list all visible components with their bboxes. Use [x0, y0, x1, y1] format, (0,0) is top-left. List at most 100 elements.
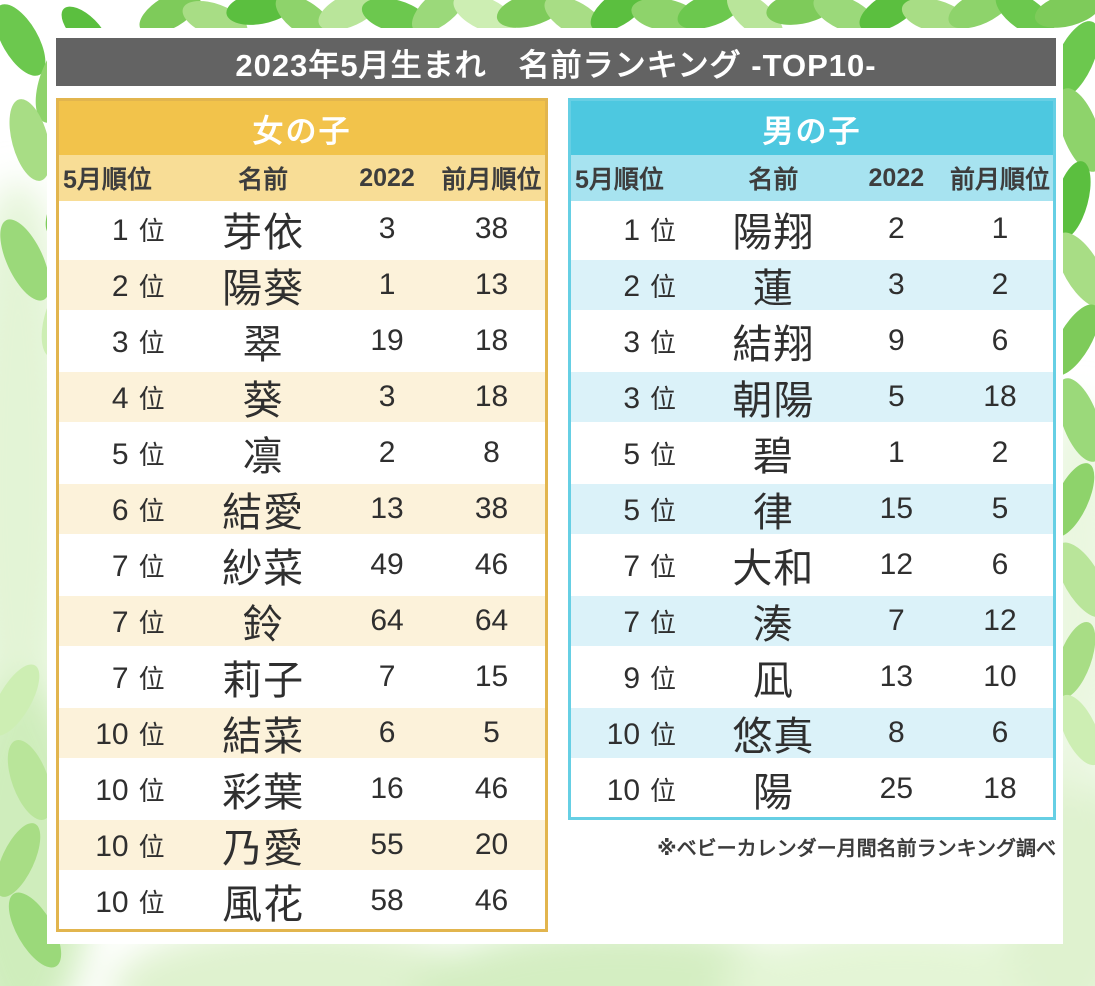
prev-month-rank-cell: 46: [474, 884, 509, 917]
girls-table-header-label: 女の子: [252, 113, 352, 149]
name-cell: 陽葵: [222, 267, 305, 311]
rank-2022-cell: 16: [370, 772, 404, 805]
page-title: 2023年5月生まれ 名前ランキング -TOP10-: [56, 38, 1056, 86]
rank-2022-cell: 2: [378, 436, 396, 469]
rank-suffix: 位: [138, 327, 165, 358]
rank-number: 3: [623, 325, 641, 359]
rank-2022-cell: 9: [887, 324, 905, 357]
prev-month-rank-cell: 6: [991, 324, 1009, 357]
rank-number: 7: [111, 661, 129, 695]
rank-suffix: 位: [138, 607, 165, 638]
rank-number: 7: [111, 605, 129, 639]
rank-suffix: 位: [138, 831, 165, 862]
name-cell: 鈴: [242, 603, 284, 647]
rank-number: 2: [623, 269, 641, 303]
prev-month-rank-cell: 46: [474, 772, 509, 805]
prev-month-rank-cell: 10: [983, 660, 1017, 693]
name-cell: 湊: [752, 603, 794, 647]
prev-month-rank-cell: 8: [483, 436, 500, 469]
table-row: 10 位 悠真 8 6: [571, 705, 1053, 761]
name-cell: 葵: [242, 379, 284, 423]
name-cell: 彩葉: [222, 771, 305, 815]
column-header-2022: 2022: [868, 163, 925, 192]
name-cell: 翠: [242, 323, 284, 367]
rank-suffix: 位: [650, 663, 677, 694]
prev-month-rank-cell: 6: [991, 716, 1009, 749]
boys-column-header-row: 5月順位 名前 2022 前月順位: [571, 155, 1053, 201]
rank-2022-cell: 55: [370, 828, 404, 861]
rank-cell: 10 位: [59, 883, 190, 920]
rank-number: 5: [111, 437, 129, 471]
prev-month-rank-cell: 18: [474, 324, 509, 357]
prev-month-rank-cell: 1: [991, 212, 1009, 245]
name-cell: 結菜: [222, 715, 305, 759]
rank-number: 1: [623, 213, 641, 247]
rank-suffix: 位: [650, 215, 677, 246]
rank-2022-cell: 1: [887, 436, 905, 469]
rank-suffix: 位: [650, 439, 677, 470]
column-header-name: 名前: [748, 166, 799, 194]
rank-suffix: 位: [138, 271, 165, 302]
name-cell: 碧: [752, 435, 794, 479]
name-cell: 莉子: [222, 659, 305, 703]
prev-month-rank-cell: 13: [474, 268, 509, 301]
prev-month-rank-cell: 46: [474, 548, 509, 581]
rank-cell: 10 位: [59, 715, 190, 752]
name-cell: 芽依: [222, 211, 305, 255]
name-cell: 蓮: [752, 267, 794, 311]
name-cell: 乃愛: [222, 827, 305, 871]
rank-suffix: 位: [138, 551, 165, 582]
boys-table-header-label: 男の子: [762, 113, 862, 149]
name-cell: 凛: [242, 435, 284, 479]
rank-suffix: 位: [650, 271, 677, 302]
rank-suffix: 位: [138, 383, 165, 414]
rank-2022-cell: 2: [887, 212, 905, 245]
rank-number: 10: [95, 773, 129, 807]
rank-number: 7: [623, 605, 641, 639]
rank-suffix: 位: [138, 495, 165, 526]
rank-2022-cell: 13: [879, 660, 914, 693]
prev-month-rank-cell: 18: [983, 772, 1017, 805]
rank-suffix: 位: [138, 439, 165, 470]
rank-suffix: 位: [650, 327, 677, 358]
rank-number: 2: [111, 269, 129, 303]
column-header-name: 名前: [238, 166, 289, 194]
rank-suffix: 位: [138, 719, 165, 750]
rank-2022-cell: 7: [887, 604, 905, 637]
name-cell: 悠真: [732, 715, 815, 759]
rank-2022-cell: 15: [879, 492, 914, 525]
rank-2022-cell: 3: [378, 380, 396, 413]
rank-suffix: 位: [650, 775, 677, 806]
name-cell: 紗菜: [222, 547, 305, 591]
rank-2022-cell: 25: [879, 772, 914, 805]
rank-number: 10: [606, 773, 641, 807]
rank-number: 7: [623, 549, 641, 583]
rank-2022-cell: 58: [370, 884, 404, 917]
rank-suffix: 位: [138, 663, 165, 694]
rank-2022-cell: 5: [887, 380, 905, 413]
prev-month-rank-cell: 38: [474, 212, 509, 245]
